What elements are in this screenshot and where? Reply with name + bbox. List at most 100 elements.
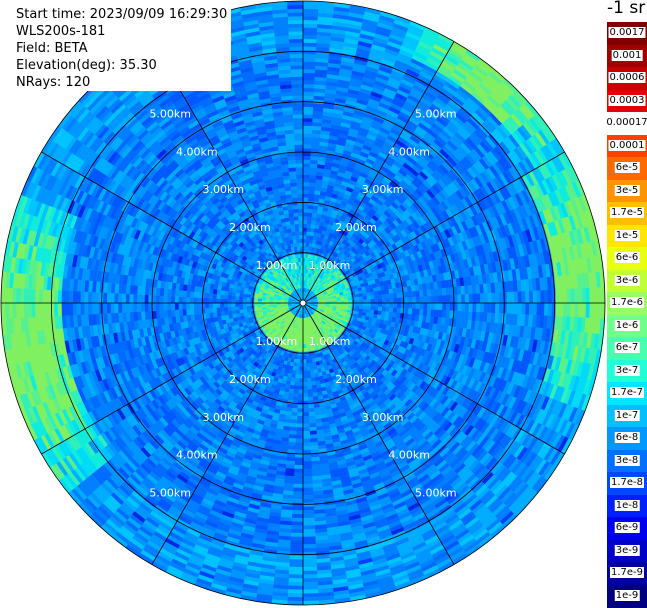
ppi-cell [303,167,310,171]
ppi-cell [303,559,317,563]
ppi-cell [303,69,315,73]
ppi-cell [296,427,303,431]
ppi-cell [307,231,311,235]
ppi-cell [309,412,315,416]
ppi-cell [461,295,465,304]
ppi-cell [299,378,303,382]
ppi-cell [597,303,601,319]
ppi-cell [507,303,511,314]
ppi-cell [310,370,314,374]
ppi-cell [298,405,304,409]
ppi-cell [300,352,303,356]
ppi-cell [574,289,578,303]
ppi-cell [296,435,303,439]
ppi-cell [308,213,313,217]
ppi-cell [405,303,409,309]
ppi-cell [308,201,314,205]
ppi-cell [303,144,311,148]
ppi-cell [289,385,294,389]
ppi-cell [293,393,298,397]
ppi-cell [290,419,297,423]
ppi-cell [423,309,427,316]
ppi-cell [303,239,306,243]
ppi-cell [303,367,307,371]
ppi-cell [465,303,469,312]
ppi-cell [303,397,308,401]
ppi-cell [492,303,496,313]
ppi-cell [308,389,313,393]
ppi-cell [371,299,375,303]
ppi-cell [586,303,590,318]
ppi-cell [499,293,503,304]
ppi-cell [295,378,299,382]
ppi-cell [303,443,311,447]
ppi-cell [488,303,492,313]
ppi-cell [303,405,309,409]
ppi-cell [382,303,386,307]
ppi-cell [297,420,303,424]
ppi-cell [303,35,317,39]
ppi-cell [393,293,397,298]
ppi-cell [412,297,416,303]
ppi-cell [290,548,303,552]
ppi-cell [537,303,541,315]
ppi-cell [308,401,314,405]
ppi-cell [303,54,316,58]
ppi-cell [529,291,533,303]
ppi-cell [484,293,488,303]
ppi-cell [356,303,360,306]
ppi-cell [303,514,314,518]
ppi-cell [303,160,311,164]
ppi-cell [294,386,299,390]
ppi-cell [578,303,582,318]
ppi-cell [386,299,390,304]
ppi-cell [514,292,518,303]
ppi-cell [574,303,578,317]
ppi-cell [386,294,390,299]
ppi-cell [563,303,567,317]
ppi-cell [290,552,303,556]
ppi-cell [292,510,303,514]
ppi-cell [298,394,303,398]
ppi-cell [303,499,314,503]
ppi-cell [295,450,303,454]
ppi-cell [296,371,300,375]
ppi-cell [303,235,307,239]
ppi-cell [510,292,514,303]
ppi-cell [382,299,386,303]
ppi-cell [292,507,303,511]
ppi-cell [303,209,308,213]
ppi-cell [303,537,315,541]
ppi-cell [303,171,310,175]
ppi-cell [309,416,315,420]
ppi-cell [458,295,462,303]
ppi-cell [299,367,303,371]
ppi-cell [401,292,405,298]
ppi-cell [303,578,318,582]
ppi-cell [552,290,556,303]
ppi-cell [303,231,307,235]
ppi-cell [423,290,427,297]
ppi-cell [303,20,318,24]
ppi-cell [394,298,398,303]
ppi-cell [303,476,312,480]
ppi-cell [303,122,313,126]
ppi-cell [378,291,382,296]
ppi-cell [303,114,313,118]
ppi-cell [386,307,390,312]
ppi-cell [303,182,309,186]
ppi-cell [419,309,423,316]
ppi-cell [303,224,307,228]
ppi-cell [356,300,360,303]
ppi-cell [288,590,303,594]
ppi-cell [366,292,370,296]
ppi-cell [309,363,313,367]
ppi-cell [310,366,314,370]
ppi-cell [303,525,315,529]
ppi-cell [469,303,473,312]
ppi-cell [401,303,405,308]
ppi-cell [309,408,315,412]
ppi-cell [567,303,571,317]
ppi-cell [303,92,314,96]
